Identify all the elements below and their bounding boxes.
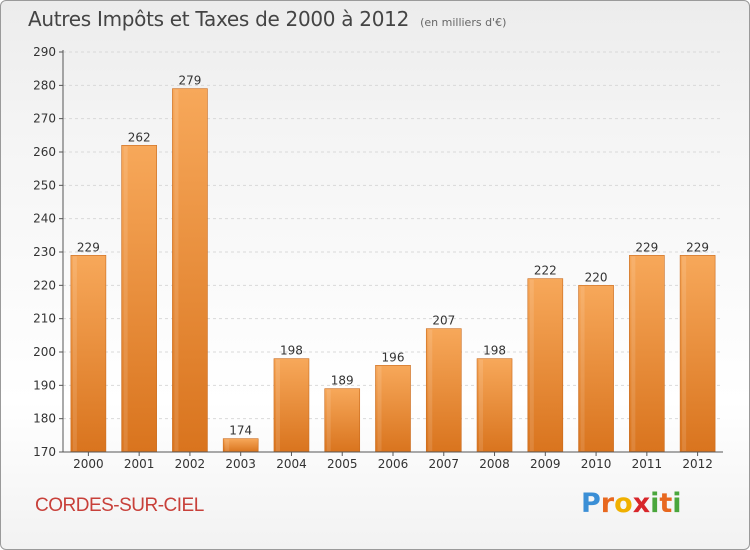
data-label: 189 [331,374,354,388]
bar-highlight [682,256,687,451]
data-label: 196 [382,350,405,364]
data-label: 198 [483,344,506,358]
data-label: 220 [585,270,608,284]
bar [578,285,614,453]
bar [527,278,564,453]
x-tick-label: 2000 [73,457,104,471]
data-label: 207 [432,314,455,328]
y-tick-label: 230 [33,245,56,259]
bar-highlight [428,329,433,451]
y-tick-label: 270 [33,112,56,126]
x-tick-label: 2004 [276,457,307,471]
bar-highlight [529,279,534,451]
y-tick-label: 250 [33,178,56,192]
x-tick-label: 2001 [124,457,155,471]
bar-highlight [72,256,77,451]
bar-highlight [123,146,128,452]
bar [476,358,513,453]
data-label: 262 [128,130,151,144]
y-tick-label: 260 [33,145,56,159]
data-label: 229 [635,240,658,254]
x-tick-label: 2007 [428,457,459,471]
x-tick-label: 2009 [530,457,561,471]
chart-title: Autres Impôts et Taxes de 2000 à 2012 [28,7,409,31]
chart-subtitle: (en milliers d'€) [420,16,507,29]
y-tick-label: 280 [33,78,56,92]
data-label: 174 [229,424,252,438]
bar-highlight [377,366,382,451]
bar [273,358,310,453]
y-tick-label: 210 [33,312,56,326]
x-tick-label: 2008 [479,457,510,471]
data-label: 279 [178,74,201,88]
x-tick-label: 2003 [225,457,256,471]
bar-highlight [580,286,585,451]
y-tick-label: 200 [33,345,56,359]
y-tick-label: 180 [33,412,56,426]
bar [375,365,411,453]
x-tick-label: 2006 [378,457,409,471]
bar-highlight [326,389,331,451]
bar [425,328,462,453]
bars [70,88,716,453]
bar-highlight [479,359,484,451]
bar-highlight [275,359,280,451]
bar [121,145,157,453]
y-tick-label: 220 [33,278,56,292]
labels: 170 180 190 200 210 220 230 240 250 260 270 280 290 2… [33,45,713,471]
y-tick-label: 190 [33,378,56,392]
bar [679,255,716,453]
title-area: Autres Impôts et Taxes de 2000 à 2012 (e… [28,7,506,31]
data-label: 198 [280,344,303,358]
x-tick-label: 2005 [327,457,358,471]
city-name: CORDES-SUR-CIEL [35,495,204,516]
data-label: 222 [534,264,557,278]
x-tick-label: 2012 [682,457,713,471]
bar [629,255,665,453]
data-label: 229 [686,240,709,254]
x-tick-label: 2002 [175,457,206,471]
bar [70,255,107,453]
y-tick-label: 170 [33,445,56,459]
axes [59,50,723,456]
data-label: 229 [77,240,100,254]
y-tick-label: 290 [33,45,56,59]
bar-highlight [174,89,179,452]
bar [172,88,208,453]
x-tick-label: 2011 [632,457,663,471]
bar [324,388,361,453]
bar-highlight [225,439,230,451]
y-tick-label: 240 [33,212,56,226]
bar-highlight [631,256,636,451]
proxiti-logo: Proxiti [581,488,682,519]
x-tick-label: 2010 [581,457,612,471]
